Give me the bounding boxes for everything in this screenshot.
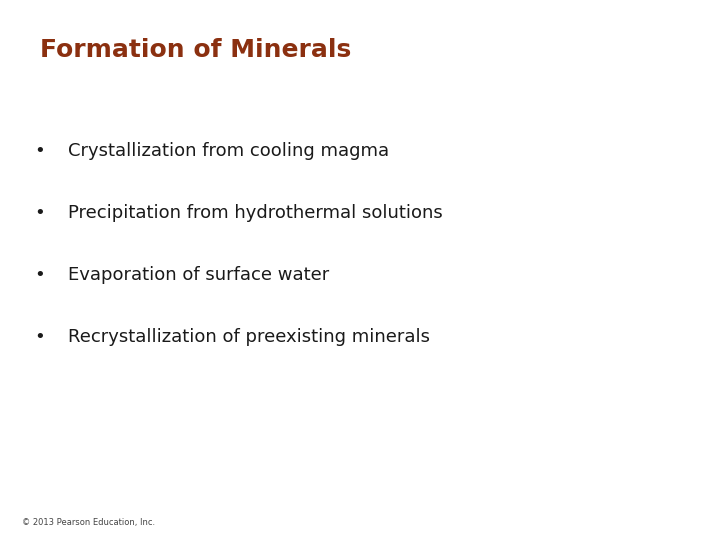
Text: Recrystallization of preexisting minerals: Recrystallization of preexisting mineral… — [68, 328, 431, 347]
Text: Formation of Minerals: Formation of Minerals — [40, 38, 351, 62]
Text: •: • — [35, 204, 45, 222]
Text: •: • — [35, 142, 45, 160]
Text: Evaporation of surface water: Evaporation of surface water — [68, 266, 330, 285]
Text: Crystallization from cooling magma: Crystallization from cooling magma — [68, 142, 390, 160]
Text: •: • — [35, 266, 45, 285]
Text: •: • — [35, 328, 45, 347]
Text: Precipitation from hydrothermal solutions: Precipitation from hydrothermal solution… — [68, 204, 443, 222]
Text: © 2013 Pearson Education, Inc.: © 2013 Pearson Education, Inc. — [22, 517, 155, 526]
